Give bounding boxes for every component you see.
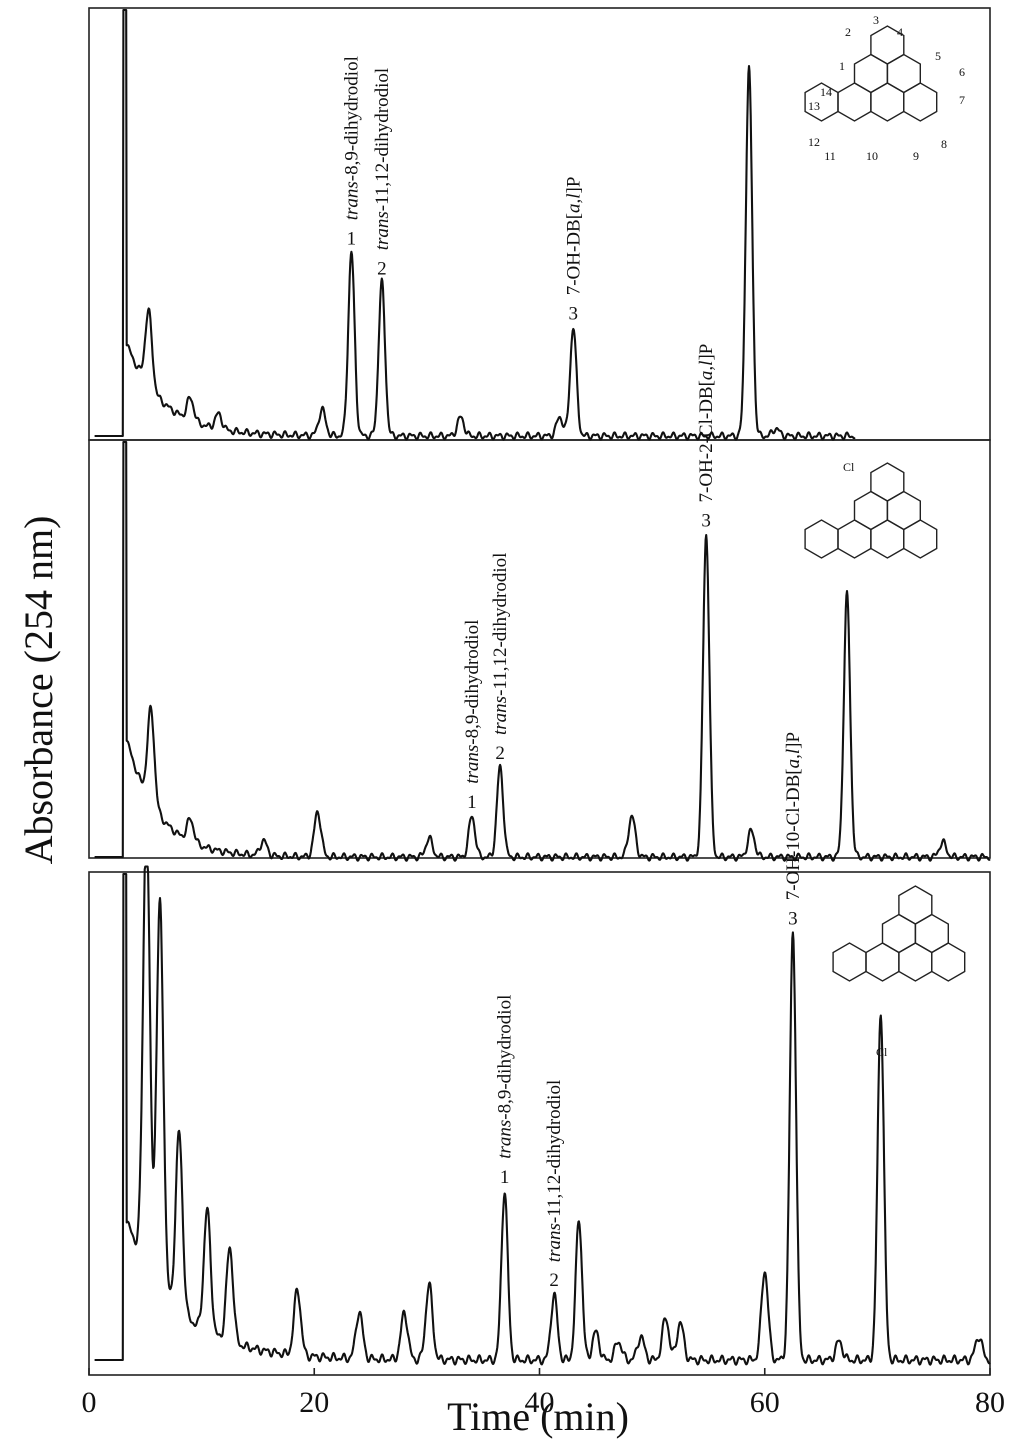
structure-ring xyxy=(804,82,839,122)
peak-number-2-2: 2 xyxy=(495,743,505,764)
structure-position-number: 7 xyxy=(959,93,965,107)
panel-frame-3 xyxy=(88,871,991,1376)
structure-ring xyxy=(853,53,889,94)
peak-label-3-4: 7-OH-10-Cl-DB[a,l]P xyxy=(783,732,804,900)
x-tick-label: 0 xyxy=(82,1386,97,1419)
structure-position-number: 1 xyxy=(839,59,845,73)
peak-label-2-2: trans-11,12-dihydrodiol xyxy=(490,553,511,735)
structure-position-number: 11 xyxy=(824,149,836,163)
peak-number-1-1: 1 xyxy=(347,228,357,249)
x-tick-label: 40 xyxy=(525,1386,555,1419)
structure-position-number: 5 xyxy=(935,49,941,63)
structure-ring xyxy=(837,82,872,122)
chromatogram-trace-panel-3 xyxy=(94,865,991,1366)
structure-ring xyxy=(886,53,921,94)
structure-ring xyxy=(870,519,905,559)
peak-number-2-3: 3 xyxy=(701,511,711,532)
x-axis-label: Time (min) xyxy=(447,1394,629,1439)
peak-label-2-1: trans-8,9-dihydrodiol xyxy=(462,620,483,784)
peak-label-3-1: trans-8,9-dihydrodiol xyxy=(495,995,516,1159)
peak-number-1-3: 3 xyxy=(569,303,579,324)
structure-position-number: 6 xyxy=(959,65,965,79)
peak-number-3-3: 3 xyxy=(788,908,798,929)
structure-ring xyxy=(903,519,938,559)
peak-label-1-2: trans-11,12-dihydrodiol xyxy=(372,68,393,250)
structure-position-number: 12 xyxy=(808,135,820,149)
structure-ring xyxy=(898,942,933,982)
peak-label-1-1: trans-8,9-dihydrodiol xyxy=(341,56,362,220)
structure-ring xyxy=(898,885,933,925)
structure-ring xyxy=(931,942,966,982)
structure-10-cl-dbalp: Cl xyxy=(832,885,966,1059)
structure-ring xyxy=(804,519,839,559)
structure-position-number: 3 xyxy=(873,13,879,27)
peak-label-2-3: 7-OH-2-Cl-DB[a,l]P xyxy=(696,344,717,503)
structure-ring xyxy=(853,490,889,531)
x-tick-label: 20 xyxy=(299,1386,329,1419)
chromatogram-trace-panel-2 xyxy=(94,440,991,862)
structure-ring xyxy=(881,913,917,954)
structure-position-number: 4 xyxy=(897,25,903,39)
peak-number-2-1: 1 xyxy=(467,792,477,813)
structure-ring xyxy=(870,82,905,122)
structure-position-number: 8 xyxy=(941,137,947,151)
structure-2-cl-dbalp: Cl xyxy=(804,460,938,559)
structure-position-number: 14 xyxy=(820,85,832,99)
peak-number-1-2: 2 xyxy=(377,258,387,279)
peak-label-3-2: trans-11,12-dihydrodiol xyxy=(544,1080,565,1262)
structure-ring xyxy=(865,942,900,982)
structure-ring xyxy=(870,462,905,502)
structure-position-number: 9 xyxy=(913,149,919,163)
x-tick-label: 60 xyxy=(750,1386,780,1419)
structure-ring xyxy=(903,82,938,122)
peak-number-3-1: 1 xyxy=(500,1167,510,1188)
structure-10-cl-substituent: Cl xyxy=(876,1045,888,1059)
peak-number-3-2: 2 xyxy=(549,1270,559,1291)
structure-position-number: 10 xyxy=(866,149,878,163)
structure-position-number: 2 xyxy=(845,25,851,39)
peak-label-1-3: 7-OH-DB[a,l]P xyxy=(563,177,584,296)
x-tick-label: 80 xyxy=(975,1386,1005,1419)
structure-2-cl-substituent: Cl xyxy=(843,460,855,474)
chromatogram-trace-panel-1 xyxy=(94,8,856,441)
structure-ring xyxy=(914,913,949,954)
y-axis-label: Absorbance (254 nm) xyxy=(16,516,61,865)
structure-ring xyxy=(837,519,872,559)
structure-ring xyxy=(886,490,921,531)
structure-ring xyxy=(832,942,867,982)
structure-position-number: 13 xyxy=(808,99,820,113)
